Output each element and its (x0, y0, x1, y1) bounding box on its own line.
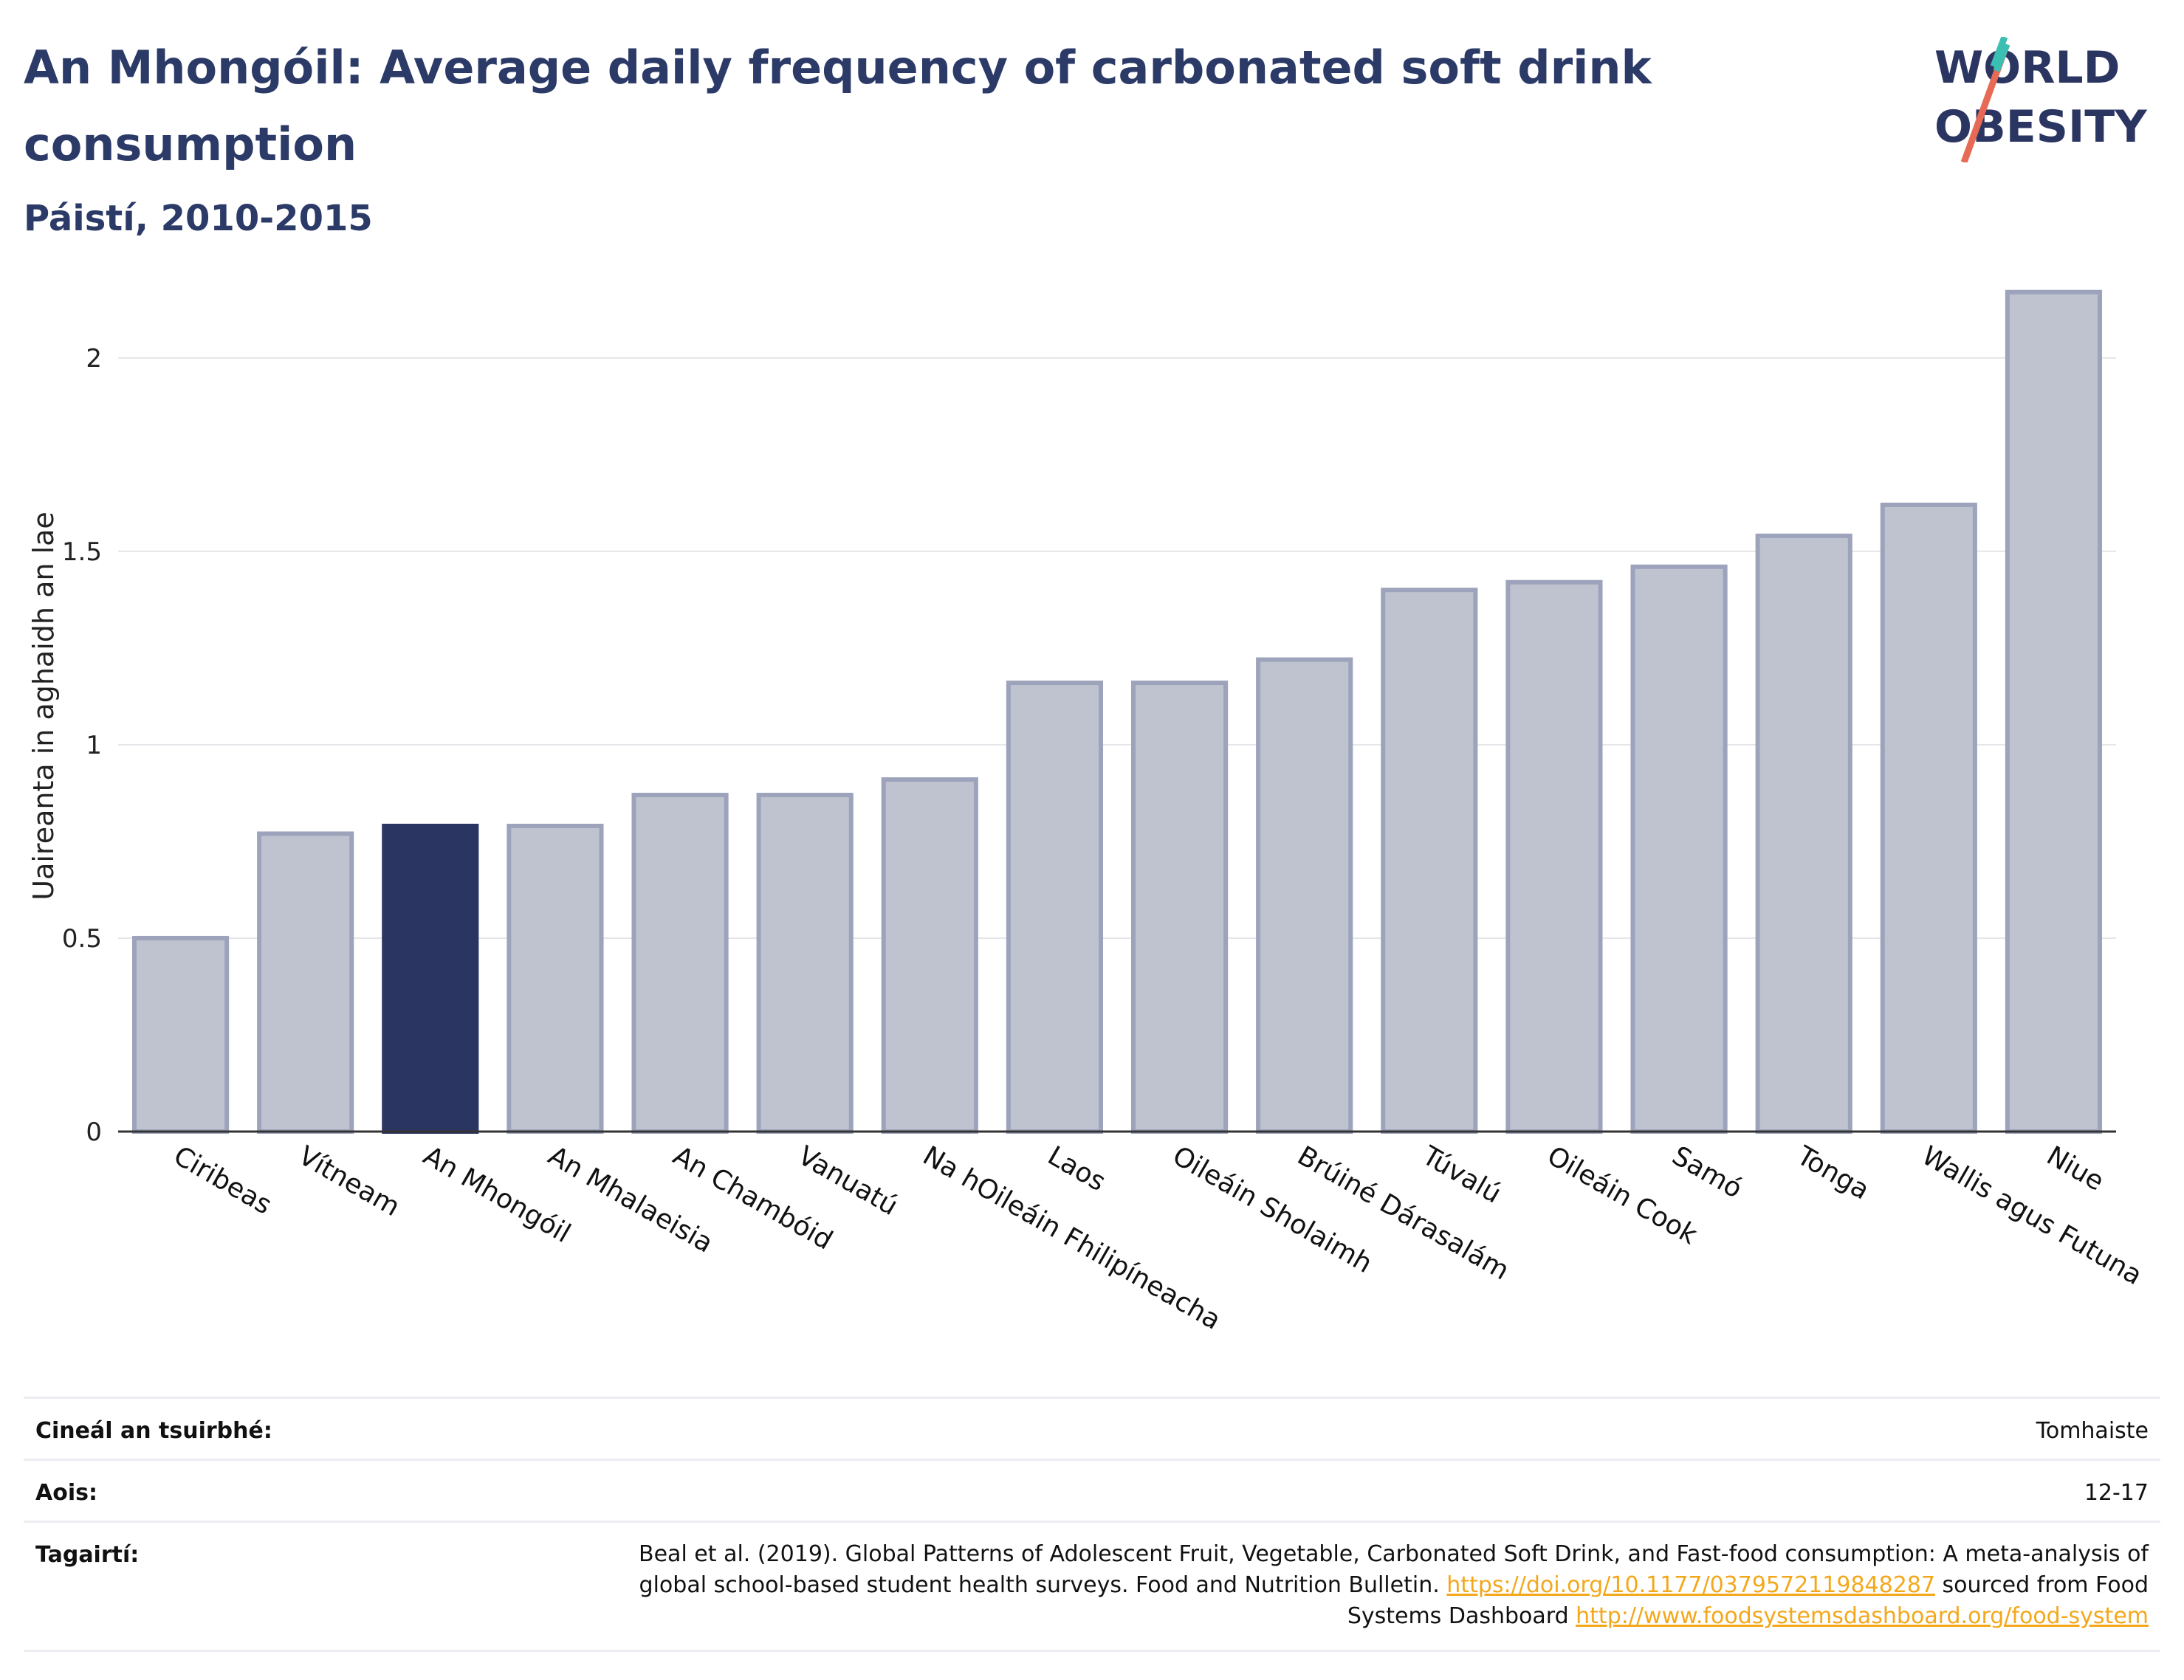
x-tick-label: Brúiné Dárasalám (1292, 1140, 1514, 1286)
survey-type-label: Cineál an tsuirbhé: (35, 1418, 272, 1444)
age-row: Aois: 12-17 (24, 1459, 2160, 1523)
reference-sourced: sourced from Food Systems Dashboard (1347, 1572, 2149, 1629)
svg-text:WORLD: WORLD (1934, 42, 2120, 94)
reference-label: Tagairtí: (35, 1542, 140, 1568)
bar-8[interactable] (1130, 681, 1229, 1134)
x-tick-label: Oileáin Sholaimh (1167, 1140, 1377, 1279)
y-axis-label: Uaireanta in aghaidh an lae (27, 512, 60, 900)
bar-9[interactable] (1256, 657, 1353, 1134)
bar-1[interactable] (257, 831, 354, 1134)
reference-text: Beal et al. (2019). Global Patterns of A… (598, 1539, 2149, 1632)
y-tick-label: 0 (86, 1118, 102, 1147)
x-tick-label: Tonga (1791, 1140, 1875, 1206)
y-tick-label: 0.5 (62, 924, 102, 954)
bar-4[interactable] (631, 793, 729, 1134)
y-tick-label: 1 (86, 731, 102, 760)
bar-14[interactable] (1880, 502, 1977, 1134)
bar-7[interactable] (1006, 681, 1104, 1134)
x-tick-label: Samó (1667, 1140, 1748, 1205)
doi-link[interactable]: https://doi.org/10.1177/0379572119848287 (1446, 1572, 1935, 1598)
x-tick-label: Wallis agus Futuna (1917, 1140, 2147, 1291)
world-obesity-logo: WORLD OBESITY (1934, 37, 2148, 162)
survey-type-value: Tomhaiste (2036, 1418, 2149, 1444)
chart-title: An Mhongóil: Average daily frequency of … (24, 41, 1652, 171)
chart-subtitle: Páistí, 2010-2015 (24, 198, 373, 239)
x-tick-label: Vítneam (293, 1140, 405, 1222)
reference-citation: Beal et al. (2019). Global Patterns of A… (639, 1541, 2149, 1598)
x-tick-label: Vanuatú (793, 1140, 903, 1222)
bar-15[interactable] (2005, 289, 2103, 1134)
bar-2[interactable] (382, 823, 479, 1134)
dashboard-link[interactable]: http://www.foodsystemsdashboard.org/food… (1576, 1603, 2149, 1629)
bar-0[interactable] (131, 935, 230, 1135)
x-tick-label: Túvalú (1416, 1140, 1505, 1210)
x-tick-label: Laos (1043, 1140, 1110, 1197)
bar-6[interactable] (881, 777, 978, 1134)
x-tick-label: Niue (2042, 1140, 2109, 1197)
bar-13[interactable] (1755, 533, 1852, 1134)
x-tick-label: Ciribeas (168, 1140, 277, 1220)
bar-12[interactable] (1630, 564, 1728, 1134)
bar-5[interactable] (756, 793, 854, 1134)
age-label: Aois: (35, 1480, 97, 1506)
age-value: 12-17 (2084, 1480, 2149, 1506)
bar-10[interactable] (1381, 588, 1478, 1134)
bar-3[interactable] (506, 823, 604, 1134)
bar-11[interactable] (1505, 579, 1603, 1134)
metadata-table: Cineál an tsuirbhé: Tomhaiste Aois: 12-1… (24, 1397, 2160, 1652)
bar-chart: 0 0.5 1 1.5 2 Uaireanta in aghaidh an lae Ciri… (27, 289, 2147, 1336)
y-tick-label: 2 (86, 344, 102, 373)
survey-type-row: Cineál an tsuirbhé: Tomhaiste (24, 1397, 2160, 1461)
reference-row: Tagairtí: Beal et al. (2019). Global Pat… (24, 1521, 2160, 1652)
y-tick-label: 1.5 (62, 537, 102, 567)
